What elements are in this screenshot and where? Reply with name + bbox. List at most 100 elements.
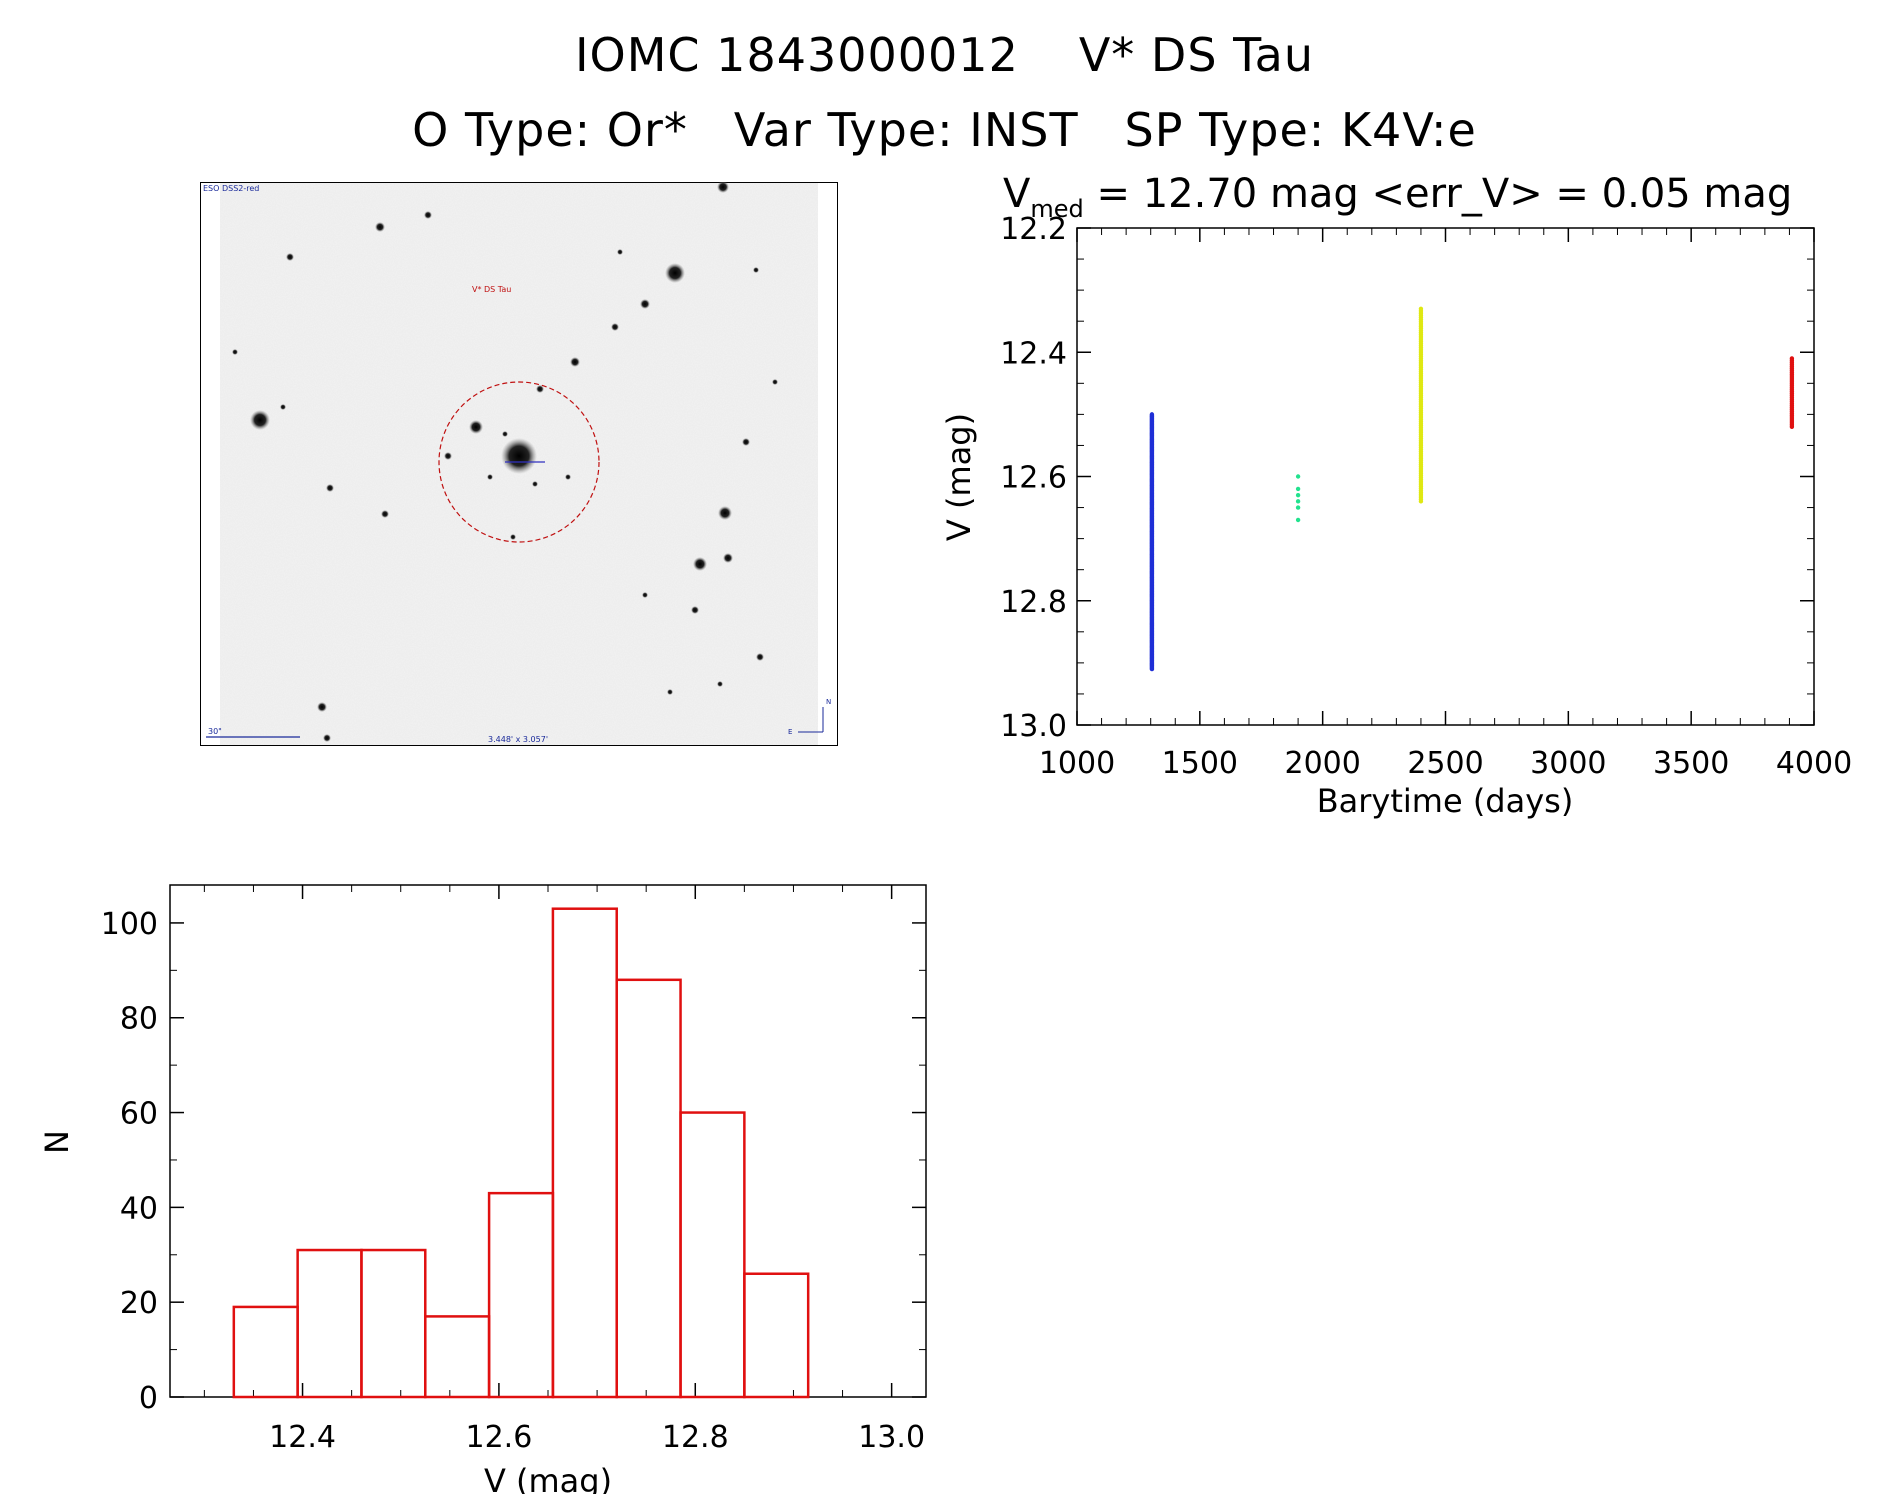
histogram-bar bbox=[360, 1248, 427, 1399]
finder-star bbox=[691, 606, 699, 614]
finder-star bbox=[717, 182, 729, 193]
target-label: V* DS Tau bbox=[472, 285, 511, 294]
stats-sub: med bbox=[1030, 195, 1083, 223]
x-tick-label: 13.0 bbox=[858, 1420, 925, 1455]
finder-star bbox=[232, 349, 238, 355]
finder-star bbox=[640, 299, 650, 309]
finder-star bbox=[756, 653, 764, 661]
finder-star bbox=[286, 253, 294, 261]
data-point bbox=[1149, 666, 1155, 672]
scale-label: 30" bbox=[208, 727, 222, 736]
finder-star bbox=[317, 702, 327, 712]
lightcurve-frame bbox=[1076, 227, 1815, 726]
y-tick-label: 100 bbox=[101, 907, 158, 942]
spectral-type: SP Type: K4V:e bbox=[1124, 103, 1477, 157]
x-tick-label: 2500 bbox=[1407, 746, 1483, 781]
histogram-xlabel: V (mag) bbox=[484, 1462, 612, 1494]
finder-star bbox=[570, 357, 580, 367]
finder-stars bbox=[232, 182, 778, 742]
object-id: IOMC 1843000012 bbox=[574, 28, 1019, 82]
finder-star bbox=[667, 689, 673, 695]
finder-star bbox=[381, 510, 389, 518]
stats-rest: = 12.70 mag <err_V> = 0.05 mag bbox=[1084, 171, 1793, 217]
histogram-bar bbox=[296, 1248, 363, 1399]
finder-star bbox=[532, 481, 538, 487]
data-point bbox=[1295, 499, 1301, 504]
finder-star bbox=[611, 323, 619, 331]
x-tick-label: 3000 bbox=[1530, 746, 1606, 781]
finder-chart: ESO DSS2-red V* DS Tau 30" 3.448' x 3.05… bbox=[200, 182, 838, 746]
y-tick-label: 60 bbox=[120, 1097, 158, 1132]
finder-star bbox=[717, 681, 723, 687]
object-name: V* DS Tau bbox=[1078, 28, 1315, 82]
finder-star bbox=[536, 385, 544, 393]
lightcurve-xlabel: Barytime (days) bbox=[1317, 782, 1574, 820]
y-tick-label: 0 bbox=[139, 1381, 158, 1416]
finder-star bbox=[323, 734, 331, 742]
x-tick-label: 12.6 bbox=[466, 1420, 533, 1455]
finder-star bbox=[723, 553, 733, 563]
x-tick-label: 12.8 bbox=[662, 1420, 729, 1455]
data-point bbox=[1295, 517, 1301, 523]
finder-star bbox=[753, 267, 759, 273]
histogram-bar bbox=[487, 1191, 555, 1399]
object-type: O Type: Or* bbox=[412, 103, 688, 157]
y-tick-label: 40 bbox=[120, 1191, 158, 1226]
histogram-bar bbox=[232, 1305, 299, 1399]
finder-star bbox=[444, 452, 452, 460]
x-tick-label: 12.4 bbox=[269, 1420, 336, 1455]
histogram-bar bbox=[679, 1111, 746, 1399]
chart-title: IOMC 1843000012 V* DS Tau bbox=[0, 28, 1889, 82]
finder-star bbox=[424, 211, 432, 219]
finder-star bbox=[502, 431, 508, 437]
y-tick-label: 12.4 bbox=[1000, 336, 1067, 371]
finder-star bbox=[280, 404, 286, 410]
data-point bbox=[1789, 424, 1795, 429]
lightcurve-points bbox=[1149, 306, 1795, 672]
finder-star bbox=[642, 592, 648, 598]
north-label: N bbox=[826, 698, 831, 706]
finder-star bbox=[665, 263, 685, 283]
fov-label: 3.448' x 3.057' bbox=[488, 735, 548, 744]
y-tick-label: 12.6 bbox=[1000, 461, 1067, 496]
finder-star bbox=[617, 249, 623, 255]
histogram-frame bbox=[169, 884, 927, 1398]
variability-type: Var Type: INST bbox=[733, 103, 1079, 157]
finder-star bbox=[326, 484, 334, 492]
chart-subtitle: O Type: Or* Var Type: INST SP Type: K4V:e bbox=[0, 103, 1889, 157]
histogram-plot: 12.4 12.6 12.8 13.0 0 20 40 60 80 100 V (mag) N bbox=[38, 884, 927, 1494]
data-point bbox=[1295, 474, 1301, 479]
y-tick-label: 13.0 bbox=[1000, 709, 1067, 744]
finder-star bbox=[510, 534, 516, 540]
x-tick-label: 2000 bbox=[1284, 746, 1360, 781]
data-point bbox=[1418, 499, 1424, 504]
data-point bbox=[1295, 486, 1301, 492]
data-point bbox=[1295, 492, 1301, 498]
histogram-bar bbox=[743, 1272, 810, 1399]
x-tick-label: 3500 bbox=[1653, 746, 1729, 781]
lightcurve-ylabel: V (mag) bbox=[940, 413, 978, 541]
finder-star bbox=[469, 420, 483, 434]
lightcurve-stats: Vmed = 12.70 mag <err_V> = 0.05 mag bbox=[1003, 171, 1792, 223]
finder-star bbox=[742, 438, 750, 446]
y-tick-label: 12.8 bbox=[1000, 585, 1067, 620]
histogram-bar bbox=[615, 978, 682, 1399]
lightcurve-axes: 1000 1500 2000 2500 3000 3500 4000 12.2 12.4 12.6… bbox=[1000, 212, 1852, 781]
finder-star bbox=[718, 506, 732, 520]
x-tick-label: 1500 bbox=[1162, 746, 1238, 781]
histogram-bars bbox=[232, 907, 810, 1399]
y-tick-label: 20 bbox=[120, 1286, 158, 1321]
histogram-bar bbox=[424, 1315, 491, 1399]
x-tick-label: 1000 bbox=[1039, 746, 1115, 781]
histogram-axes: 12.4 12.6 12.8 13.0 0 20 40 60 80 100 bbox=[101, 885, 926, 1455]
y-tick-label: 80 bbox=[120, 1002, 158, 1037]
lightcurve-plot: Vmed = 12.70 mag <err_V> = 0.05 mag 1000… bbox=[940, 171, 1852, 820]
finder-frame bbox=[200, 182, 838, 746]
finder-star bbox=[250, 410, 270, 430]
histogram-ylabel: N bbox=[38, 1130, 76, 1154]
data-point bbox=[1295, 505, 1301, 510]
finder-star bbox=[487, 474, 493, 480]
histogram-bar bbox=[551, 907, 618, 1399]
east-label: E bbox=[788, 728, 792, 736]
finder-star bbox=[772, 379, 778, 385]
